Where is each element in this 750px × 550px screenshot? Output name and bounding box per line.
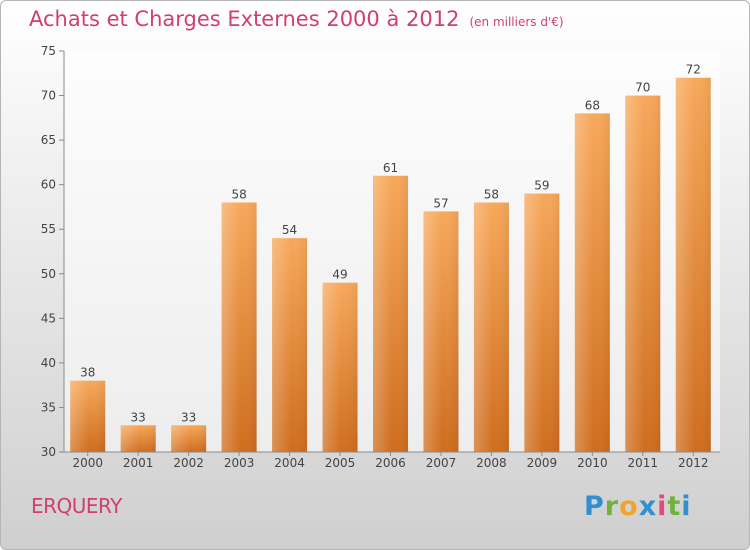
x-tick-label: 2010 [577, 456, 608, 470]
bar-highlight [675, 77, 711, 452]
commune-name: ERQUERY [31, 494, 122, 518]
y-tick-label: 45 [41, 311, 56, 325]
bar-group: 70 [625, 81, 661, 453]
bar-group: 49 [322, 268, 358, 452]
y-tick-label: 30 [41, 445, 56, 459]
x-tick-label: 2009 [527, 456, 558, 470]
bar-value-label: 57 [433, 196, 448, 210]
bar-highlight [70, 380, 106, 452]
x-tick-label: 2005 [325, 456, 356, 470]
bar-value-label: 33 [131, 410, 146, 424]
x-tick-label: 2000 [72, 456, 103, 470]
bar-highlight [272, 238, 308, 452]
x-tick-label: 2011 [628, 456, 659, 470]
x-tick-label: 2006 [375, 456, 406, 470]
logo-letter: i [657, 491, 668, 522]
logo-letter: o [619, 491, 639, 522]
logo-letter: x [638, 491, 658, 522]
logo-letter: P [584, 491, 605, 522]
bar-value-label: 58 [231, 187, 246, 201]
bar-highlight [322, 282, 358, 452]
logo-letter: r [604, 491, 620, 522]
bar-group: 68 [574, 98, 610, 452]
bar-highlight [473, 202, 509, 452]
bar-value-label: 70 [635, 81, 650, 95]
bar-group: 33 [171, 410, 207, 452]
bar-highlight [120, 425, 156, 452]
bar-group: 33 [120, 410, 156, 452]
y-tick-label: 70 [41, 89, 56, 103]
bar-value-label: 58 [484, 187, 499, 201]
x-tick-label: 2008 [476, 456, 507, 470]
x-tick-label: 2012 [678, 456, 709, 470]
bar-value-label: 33 [181, 410, 196, 424]
bar-highlight [524, 193, 560, 453]
bars: 38 33 33 58 54 49 61 57 58 59 68 70 72 [70, 63, 711, 453]
x-axis: 2000 2001 2002 2003 2004 2005 2006 2007 2008 2009… [64, 451, 720, 470]
bar-group: 57 [423, 196, 459, 452]
bar-value-label: 72 [686, 63, 701, 77]
bar-highlight [221, 202, 257, 452]
y-tick-label: 60 [41, 178, 56, 192]
y-tick-label: 55 [41, 222, 56, 236]
y-tick-label: 35 [41, 400, 56, 414]
y-tick-label: 40 [41, 356, 56, 370]
proxiti-logo: Proxiti [584, 491, 692, 522]
bar-group: 54 [272, 223, 308, 452]
bar-highlight [373, 175, 408, 452]
bar-value-label: 68 [585, 98, 600, 112]
bar-value-label: 54 [282, 223, 297, 237]
bar-highlight [625, 95, 661, 453]
y-tick-label: 65 [41, 133, 56, 147]
bar-group: 72 [675, 63, 711, 452]
x-tick-label: 2001 [123, 456, 154, 470]
bar-group: 58 [473, 187, 509, 452]
x-tick-label: 2007 [426, 456, 457, 470]
chart-subtitle: (en milliers d'€) [469, 15, 564, 29]
x-tick-label: 2004 [274, 456, 305, 470]
bar-value-label: 49 [332, 268, 347, 282]
bar-value-label: 61 [383, 161, 398, 175]
logo-letter: t [667, 491, 682, 522]
bar-group: 58 [221, 187, 257, 452]
x-tick-label: 2002 [173, 456, 204, 470]
y-tick-label: 75 [41, 44, 56, 58]
x-tick-label: 2003 [224, 456, 255, 470]
y-axis: 30 35 40 45 50 55 60 65 70 75 [41, 44, 65, 459]
chart-title: Achats et Charges Externes 2000 à 2012 (e… [29, 7, 564, 31]
chart-title-text: Achats et Charges Externes 2000 à 2012 [29, 7, 460, 31]
bar-group: 61 [373, 161, 408, 452]
logo-letter: i [681, 491, 692, 522]
bar-group: 59 [524, 179, 560, 453]
bar-highlight [423, 211, 459, 452]
y-tick-label: 50 [41, 267, 56, 281]
bar-highlight [574, 113, 610, 452]
bar-highlight [171, 425, 207, 452]
bar-value-label: 38 [80, 366, 95, 380]
bar-group: 38 [70, 366, 106, 452]
bar-value-label: 59 [534, 179, 549, 193]
